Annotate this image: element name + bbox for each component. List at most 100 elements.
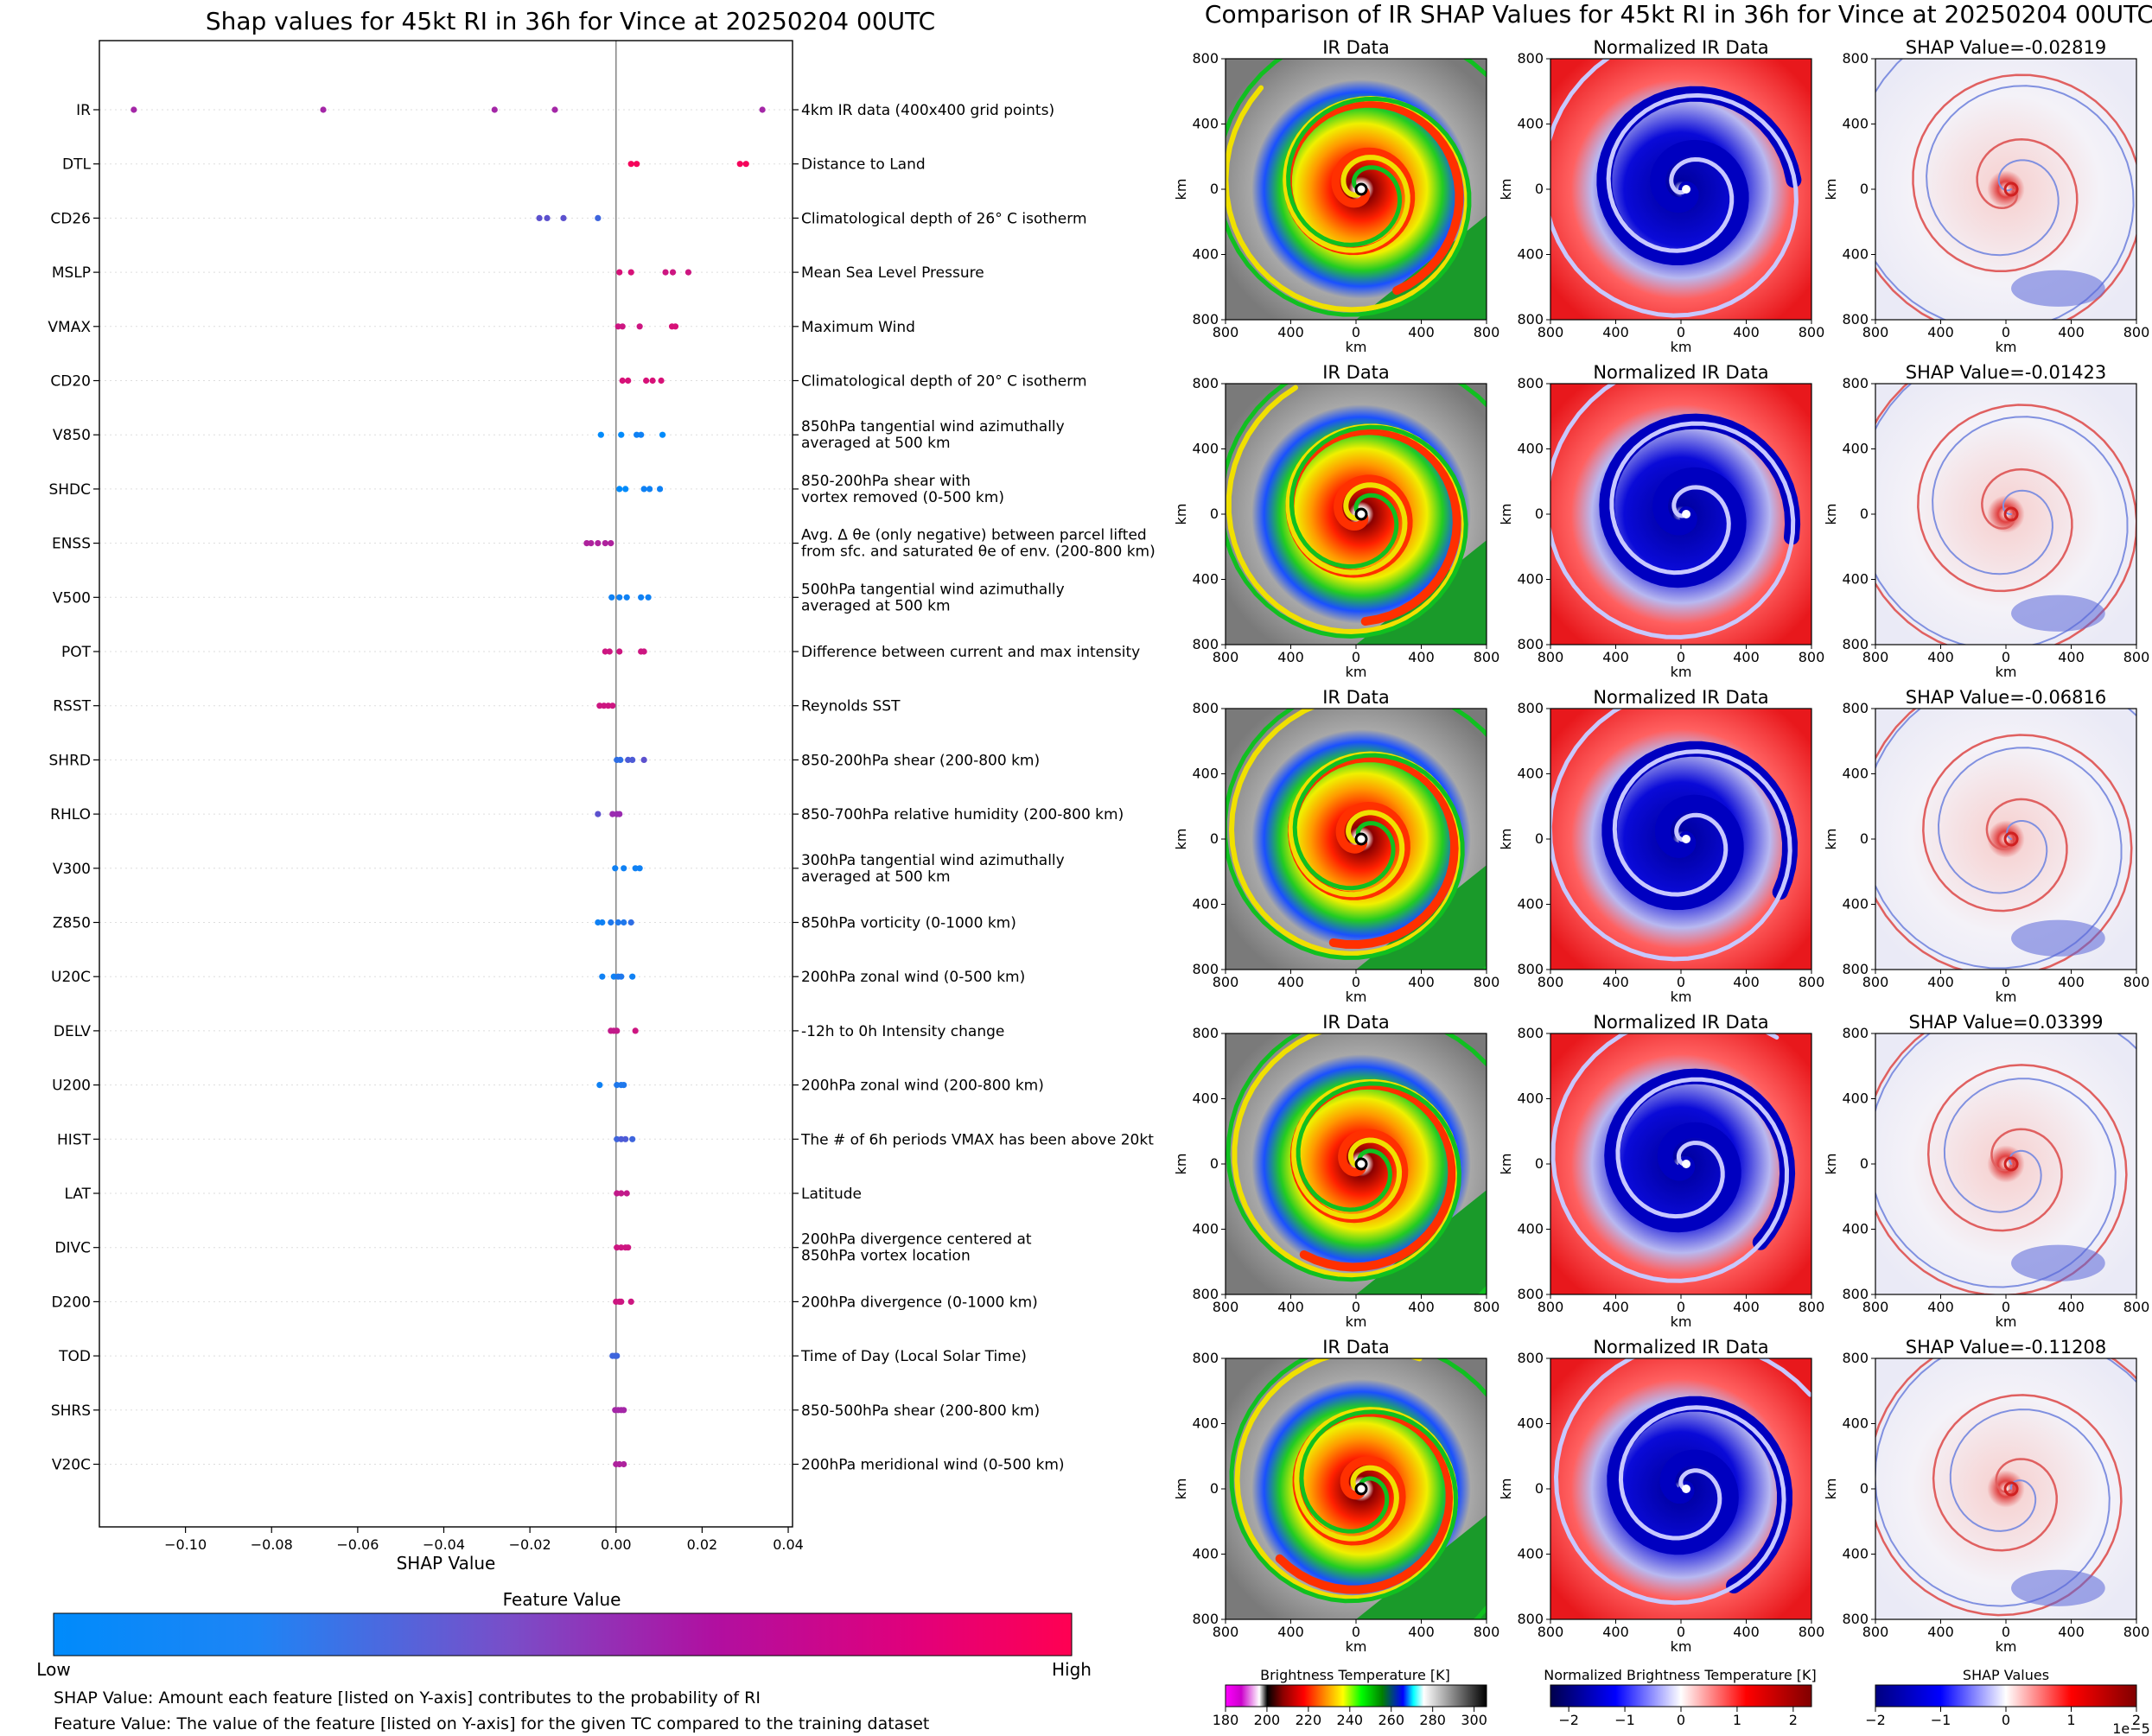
shap-points <box>131 106 766 1468</box>
feature-label: DIVC <box>54 1240 91 1257</box>
y-tick-label: 0 <box>1210 181 1219 197</box>
y-tick-label: 800 <box>1192 375 1219 391</box>
shap-point <box>614 1082 621 1089</box>
shap-summary-plot: IR DTL CD26 MSLP VMAX CD20 V850 SHDC ENSS V500 POT… <box>48 40 1156 1553</box>
feature-description-labels: 4km IR data (400x400 grid points) Distanc… <box>793 102 1156 1474</box>
x-tick-label: 0.00 <box>601 1536 632 1553</box>
x-tick-label: 400 <box>1927 974 1954 990</box>
shap-point <box>662 269 669 276</box>
shap-point <box>551 106 558 113</box>
shap-point <box>736 161 743 168</box>
x-axis-label: km <box>1671 339 1692 355</box>
cloud-band <box>1550 59 1799 318</box>
y-axis-label: km <box>1173 179 1189 200</box>
colorbar-tick-label: −1 <box>1614 1712 1635 1728</box>
x-axis-label: km <box>1346 664 1367 680</box>
x-tick-label: 400 <box>1733 324 1760 340</box>
cloud-band <box>1550 384 1796 639</box>
storm-eye <box>1682 510 1691 518</box>
x-tick-label: −0.08 <box>251 1536 293 1553</box>
feature-label: HIST <box>57 1131 92 1148</box>
x-tick-label: 400 <box>1927 1624 1954 1640</box>
shap-point <box>616 1460 623 1468</box>
x-axis-label: km <box>1671 989 1692 1005</box>
x-tick-label: 800 <box>1213 1299 1239 1315</box>
y-tick-label: 800 <box>1842 1025 1869 1041</box>
shap-point <box>640 486 647 493</box>
shap-point <box>619 323 626 330</box>
shap-point <box>759 106 766 113</box>
shap-point <box>588 540 595 547</box>
x-tick-label: 400 <box>1602 974 1629 990</box>
shap-point <box>669 269 677 276</box>
feature-description: The # of 6h periods VMAX has been above … <box>800 1131 1154 1148</box>
feature-label: Z850 <box>53 915 91 932</box>
negative-shap-blob <box>2011 919 2105 957</box>
cloud-band <box>1601 741 1799 911</box>
storm-eye <box>2003 506 2019 522</box>
feature-label: DTL <box>62 156 91 174</box>
y-tick-label: 800 <box>1192 700 1219 716</box>
feature-label: V500 <box>53 589 91 607</box>
x-axis-label: km <box>1346 1313 1367 1330</box>
shap-point <box>640 756 647 764</box>
feature-description: Difference between current and max inten… <box>801 644 1140 661</box>
normalized-ir-image <box>1550 1358 1811 1619</box>
negative-shap-blob <box>2011 1569 2105 1606</box>
x-tick-label: 800 <box>1799 974 1825 990</box>
negative-shap-blob <box>2011 1244 2105 1281</box>
cloud-band <box>1875 59 2135 320</box>
feature-description: 500hPa tangential wind azimuthally <box>801 581 1065 598</box>
green-region <box>1356 215 1487 320</box>
normalized-ir-title: Normalized IR Data <box>1593 362 1768 383</box>
x-axis-label: km <box>1996 989 2017 1005</box>
shap-point <box>320 106 327 113</box>
x-tick-label: 800 <box>1799 649 1825 665</box>
shap-point <box>625 1244 632 1251</box>
storm-eye <box>2003 1156 2019 1172</box>
ir-data-image <box>1226 709 1487 970</box>
shap-point <box>614 1352 621 1359</box>
x-tick-label: 0 <box>1677 649 1685 665</box>
cloud-band <box>1875 709 2136 970</box>
storm-eye <box>1354 832 1368 846</box>
y-tick-label: 800 <box>1517 636 1544 652</box>
x-tick-label: 400 <box>1408 1299 1435 1315</box>
x-tick-label: 400 <box>1733 649 1760 665</box>
y-tick-label: 800 <box>1842 1611 1869 1627</box>
x-tick-label: 0 <box>1677 1624 1685 1640</box>
x-tick-label: 0 <box>1677 1299 1685 1315</box>
shap-point <box>595 214 602 221</box>
feature-description: Avg. Δ θe (only negative) between parcel… <box>801 527 1147 544</box>
y-tick-label: 400 <box>1842 1221 1869 1237</box>
shap-point <box>605 703 612 709</box>
shap-map-colorbar <box>1875 1684 2137 1707</box>
y-tick-label: 0 <box>1535 1480 1544 1497</box>
x-tick-label: 400 <box>1927 324 1954 340</box>
storm-eye <box>1354 182 1368 196</box>
shap-point <box>629 973 636 980</box>
colorbar-tick-label: 2 <box>2132 1712 2141 1728</box>
shap-point <box>614 1135 621 1142</box>
x-tick-label: 0 <box>2002 1299 2010 1315</box>
y-axis-label: km <box>1823 504 1839 525</box>
y-tick-label: 0 <box>1860 1480 1869 1497</box>
shap-colorbar-exponent: 1e−5 <box>2112 1720 2150 1736</box>
y-tick-label: 800 <box>1192 1286 1219 1302</box>
y-tick-label: 800 <box>1842 961 1869 977</box>
shap-point <box>625 756 632 764</box>
y-tick-label: 400 <box>1842 246 1869 263</box>
x-tick-label: 800 <box>2123 974 2150 990</box>
shap-point <box>659 431 666 438</box>
shap-value-title: SHAP Value=-0.11208 <box>1906 1337 2107 1358</box>
x-tick-label: 800 <box>1538 649 1564 665</box>
cloud-band <box>1226 85 1470 313</box>
x-tick-label: 400 <box>1927 649 1954 665</box>
negative-shap-blob <box>2011 595 2105 632</box>
shap-point <box>595 919 602 926</box>
y-tick-label: 400 <box>1842 1091 1869 1107</box>
feature-label: U20C <box>51 969 91 986</box>
storm-eye <box>1354 1482 1368 1496</box>
feature-description: Time of Day (Local Solar Time) <box>800 1348 1027 1365</box>
